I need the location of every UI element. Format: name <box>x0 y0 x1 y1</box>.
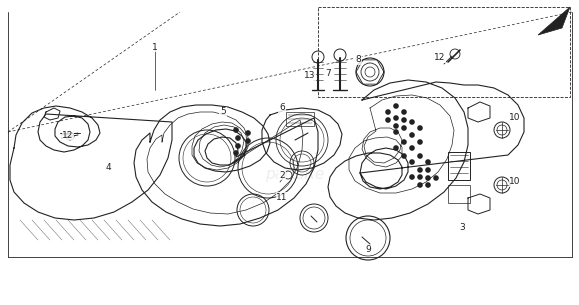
Text: 12: 12 <box>434 53 446 63</box>
Circle shape <box>425 167 431 173</box>
Circle shape <box>409 119 415 125</box>
Circle shape <box>417 139 423 145</box>
Circle shape <box>409 159 415 165</box>
Text: 11: 11 <box>276 192 288 202</box>
Circle shape <box>417 153 423 159</box>
Circle shape <box>425 159 431 165</box>
Text: 10: 10 <box>510 178 521 186</box>
Circle shape <box>425 182 431 188</box>
Text: 5: 5 <box>220 107 226 117</box>
Text: 12: 12 <box>63 131 74 139</box>
Circle shape <box>401 139 407 145</box>
Bar <box>448 185 470 203</box>
Circle shape <box>236 135 240 141</box>
Circle shape <box>417 174 423 180</box>
Circle shape <box>393 103 399 109</box>
Text: 2: 2 <box>279 170 285 180</box>
Polygon shape <box>538 7 570 35</box>
Text: 13: 13 <box>304 71 316 81</box>
Circle shape <box>409 174 415 180</box>
Circle shape <box>425 175 431 181</box>
Circle shape <box>409 132 415 138</box>
Circle shape <box>417 167 423 173</box>
Circle shape <box>401 125 407 131</box>
Circle shape <box>236 143 240 149</box>
Text: 9: 9 <box>365 246 371 254</box>
Text: 4: 4 <box>105 163 111 173</box>
Circle shape <box>233 150 239 156</box>
Circle shape <box>233 127 239 132</box>
Circle shape <box>401 117 407 123</box>
Circle shape <box>417 125 423 131</box>
Bar <box>448 152 470 180</box>
Circle shape <box>393 129 399 135</box>
Text: 7: 7 <box>325 69 331 77</box>
Text: 8: 8 <box>355 56 361 64</box>
Circle shape <box>385 117 391 123</box>
Text: 10: 10 <box>510 113 521 123</box>
Circle shape <box>393 115 399 121</box>
Circle shape <box>433 175 439 181</box>
Circle shape <box>245 131 251 135</box>
Circle shape <box>409 145 415 151</box>
Circle shape <box>385 109 391 115</box>
Circle shape <box>401 109 407 115</box>
Bar <box>318 7 570 97</box>
Circle shape <box>401 153 407 159</box>
Circle shape <box>417 182 423 188</box>
Text: partsRe: partsRe <box>265 167 325 182</box>
Text: 6: 6 <box>279 103 285 113</box>
Bar <box>286 112 314 126</box>
Circle shape <box>393 145 399 151</box>
Circle shape <box>393 123 399 129</box>
Circle shape <box>245 138 251 143</box>
Text: 3: 3 <box>459 224 465 232</box>
Text: 1: 1 <box>152 42 158 52</box>
